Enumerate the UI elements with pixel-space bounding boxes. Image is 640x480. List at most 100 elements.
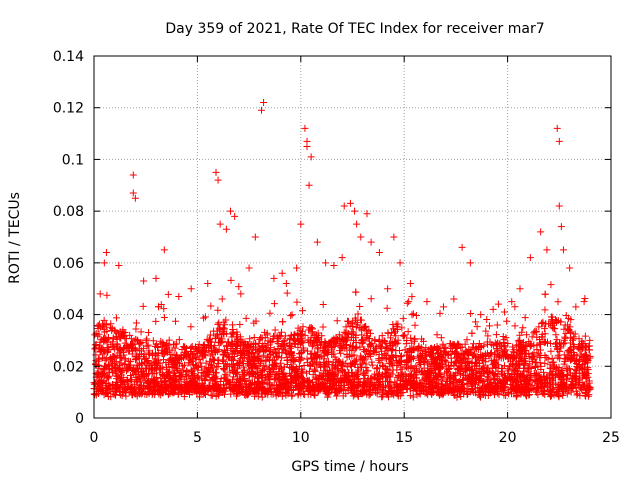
data-point-band	[533, 388, 541, 396]
data-point-band	[406, 392, 414, 400]
data-point-band	[304, 347, 312, 355]
data-point-band	[255, 373, 263, 381]
data-point-band	[538, 330, 546, 338]
data-point-band	[199, 348, 207, 356]
data-point-band	[445, 366, 453, 374]
data-point-band	[383, 339, 391, 347]
data-point-band	[116, 346, 124, 354]
data-point-band	[119, 345, 127, 353]
data-point-band	[209, 350, 217, 358]
data-point-band	[569, 384, 577, 392]
data-point-band	[314, 345, 322, 353]
data-point-band	[524, 375, 532, 383]
data-point-band	[381, 351, 389, 359]
data-point-band	[199, 380, 207, 388]
data-point-band	[541, 290, 549, 298]
data-point-band	[450, 375, 458, 383]
data-point-band	[300, 361, 308, 369]
data-point	[245, 264, 253, 272]
y-tick-label: 0.02	[53, 359, 84, 375]
data-point-band	[330, 341, 338, 349]
data-point-band	[163, 343, 171, 351]
data-point-band	[400, 332, 408, 340]
data-point-band	[223, 341, 231, 349]
data-point-band	[229, 329, 237, 337]
data-point-band	[330, 377, 338, 385]
data-point-band	[418, 353, 426, 361]
data-point-band	[133, 365, 141, 373]
data-point-band	[244, 361, 252, 369]
data-point-band	[366, 340, 374, 348]
data-point-band	[175, 336, 183, 344]
data-point-band	[248, 350, 256, 358]
data-point-band	[231, 385, 239, 393]
data-point-band	[311, 366, 319, 374]
data-point-band	[286, 335, 294, 343]
data-point-band	[515, 373, 523, 381]
data-point-band	[200, 365, 208, 373]
data-point-band	[570, 342, 578, 350]
data-point-band	[376, 382, 384, 390]
data-point-band	[332, 388, 340, 396]
data-point-band	[356, 302, 364, 310]
data-point-band	[270, 300, 278, 308]
data-point-band	[394, 372, 402, 380]
data-point-band	[308, 378, 316, 386]
data-point-band	[340, 381, 348, 389]
data-point-band	[338, 344, 346, 352]
data-point-band	[236, 388, 244, 396]
data-point	[543, 246, 551, 254]
data-point-band	[164, 390, 172, 398]
data-point-band	[504, 388, 512, 396]
data-point-band	[517, 383, 525, 391]
data-point-band	[525, 377, 533, 385]
data-point-band	[453, 354, 461, 362]
data-point-band	[531, 362, 539, 370]
data-point	[363, 210, 371, 218]
data-point-band	[348, 368, 356, 376]
data-point	[129, 171, 137, 179]
data-point-band	[245, 357, 253, 365]
data-point-band	[572, 367, 580, 375]
data-point	[282, 280, 290, 288]
data-point-band	[500, 339, 508, 347]
data-point-band	[155, 382, 163, 390]
data-point	[406, 280, 414, 288]
data-point-band	[228, 350, 236, 358]
data-point-band	[417, 360, 425, 368]
data-point-band	[319, 323, 327, 331]
data-point-band	[523, 331, 531, 339]
x-axis-title: GPS time / hours	[291, 459, 408, 475]
data-point-band	[378, 339, 386, 347]
data-point-band	[308, 339, 316, 347]
data-point-band	[281, 332, 289, 340]
data-point-band	[399, 332, 407, 340]
data-point-band	[288, 378, 296, 386]
data-point-band	[98, 344, 106, 352]
data-point-band	[554, 298, 562, 306]
data-point-band	[138, 364, 146, 372]
data-point-band	[189, 372, 197, 380]
data-point-band	[586, 336, 594, 344]
data-point-band	[137, 371, 145, 379]
data-point-band	[118, 392, 126, 400]
data-point-band	[437, 334, 445, 342]
data-point	[301, 124, 309, 132]
data-point-band	[392, 351, 400, 359]
data-point-band	[252, 346, 260, 354]
data-point-band	[180, 354, 188, 362]
data-point-band	[239, 357, 247, 365]
data-point-band	[366, 351, 374, 359]
data-point-band	[233, 345, 241, 353]
data-point	[214, 176, 222, 184]
data-point-band	[149, 349, 157, 357]
data-point-band	[384, 347, 392, 355]
data-point-band	[104, 347, 112, 355]
data-point	[237, 290, 245, 298]
data-point-band	[168, 355, 176, 363]
data-point-band	[542, 378, 550, 386]
data-point-band	[525, 338, 533, 346]
data-point-band	[443, 369, 451, 377]
data-point-band	[194, 363, 202, 371]
